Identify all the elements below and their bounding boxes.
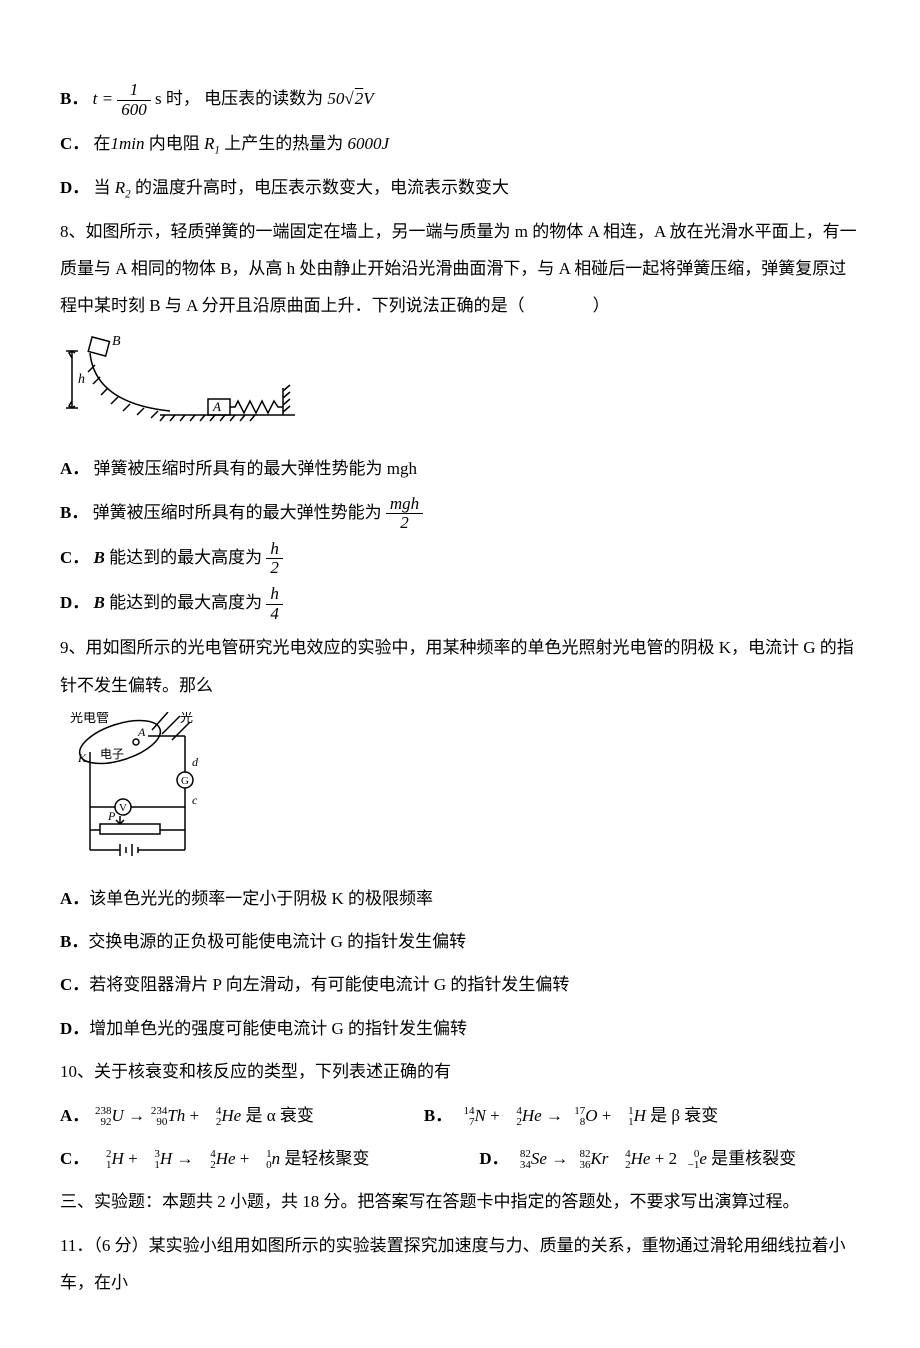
svg-text:c: c bbox=[192, 793, 198, 807]
q8-option-c: C． B 能达到的最大高度为 h 2 bbox=[60, 539, 860, 578]
photoelectric-circuit-diagram: 光电管 光 A K 电子 G V P d c bbox=[60, 712, 220, 862]
formula-t: t = 1 600 bbox=[93, 89, 155, 108]
q9-figure: 光电管 光 A K 电子 G V P d c bbox=[60, 712, 860, 875]
q10-row1: A． 23892U → 23490Th + 42He 是 α 衰变 B． 147… bbox=[60, 1097, 860, 1140]
svg-text:电子: 电子 bbox=[100, 747, 124, 761]
q9-option-c: C．若将变阻器滑片 P 向左滑动，有可能使电流计 G 的指针发生偏转 bbox=[60, 966, 860, 1003]
label-A: A bbox=[212, 399, 221, 414]
svg-text:光: 光 bbox=[180, 712, 193, 725]
q10-row2: C． 21H + 31H → 42He + 10n 是轻核聚变 D． 8234S… bbox=[60, 1140, 860, 1183]
q9-option-d: D．增加单色光的强度可能使电流计 G 的指针发生偏转 bbox=[60, 1010, 860, 1047]
label-h: h bbox=[78, 372, 85, 387]
q7-option-b: B． t = 1 600 s 时， 电压表的读数为 50√2V bbox=[60, 80, 860, 119]
q10-option-a: A． 23892U → 23490Th + 42He 是 α 衰变 bbox=[60, 1097, 314, 1134]
q10-stem: 10、关于核衰变和核反应的类型，下列表述正确的有 bbox=[60, 1053, 860, 1090]
q9-stem: 9、用如图所示的光电管研究光电效应的实验中，用某种频率的单色光照射光电管的阴极 … bbox=[60, 629, 860, 704]
q8-option-d: D． B 能达到的最大高度为 h 4 bbox=[60, 584, 860, 623]
q7-option-d: D． 当 R2 的温度升高时，电压表示数变大，电流表示数变大 bbox=[60, 169, 860, 207]
q7-option-c: C． 在1min 内电阻 R1 上产生的热量为 6000J bbox=[60, 125, 860, 163]
q8-figure: B h A bbox=[60, 333, 860, 446]
svg-text:V: V bbox=[119, 802, 127, 814]
spring-ramp-diagram: B h A bbox=[60, 333, 300, 433]
svg-text:K: K bbox=[77, 751, 87, 765]
q9-option-a: A．该单色光光的频率一定小于阴极 K 的极限频率 bbox=[60, 880, 860, 917]
q11-stem: 11．（6 分）某实验小组用如图所示的实验装置探究加速度与力、质量的关系，重物通… bbox=[60, 1227, 860, 1302]
label-B: B bbox=[112, 334, 121, 349]
q8-option-b: B． 弹簧被压缩时所具有的最大弹性势能为 mgh 2 bbox=[60, 494, 860, 533]
q9-option-b: B．交换电源的正负极可能使电流计 G 的指针发生偏转 bbox=[60, 923, 860, 960]
opt-label: C． bbox=[60, 134, 89, 153]
exam-page: B． t = 1 600 s 时， 电压表的读数为 50√2V C． 在1min… bbox=[0, 0, 920, 1348]
q10-option-c: C． 21H + 31H → 42He + 10n 是轻核聚变 bbox=[60, 1140, 369, 1177]
q8-option-a: A． 弹簧被压缩时所具有的最大弹性势能为 mgh bbox=[60, 450, 860, 487]
q10-option-b: B． 147N + 42He → 178O + 11H 是 β 衰变 bbox=[424, 1097, 718, 1134]
opt-label: B． bbox=[60, 89, 88, 108]
fraction: 1 600 bbox=[117, 81, 151, 119]
opt-label: D． bbox=[60, 178, 89, 197]
q10-option-d: D． 8234Se → 8236Kr 42He + 2 0−1e 是重核裂变 bbox=[479, 1140, 796, 1177]
svg-text:A: A bbox=[137, 725, 146, 739]
svg-text:G: G bbox=[181, 775, 189, 787]
q8-stem: 8、如图所示，轻质弹簧的一端固定在墙上，另一端与质量为 m 的物体 A 相连，A… bbox=[60, 213, 860, 325]
svg-text:d: d bbox=[192, 755, 199, 769]
svg-text:P: P bbox=[107, 809, 116, 823]
svg-text:光电管: 光电管 bbox=[70, 712, 109, 725]
section-3-heading: 三、实验题：本题共 2 小题，共 18 分。把答案写在答题卡中指定的答题处，不要… bbox=[60, 1183, 860, 1220]
